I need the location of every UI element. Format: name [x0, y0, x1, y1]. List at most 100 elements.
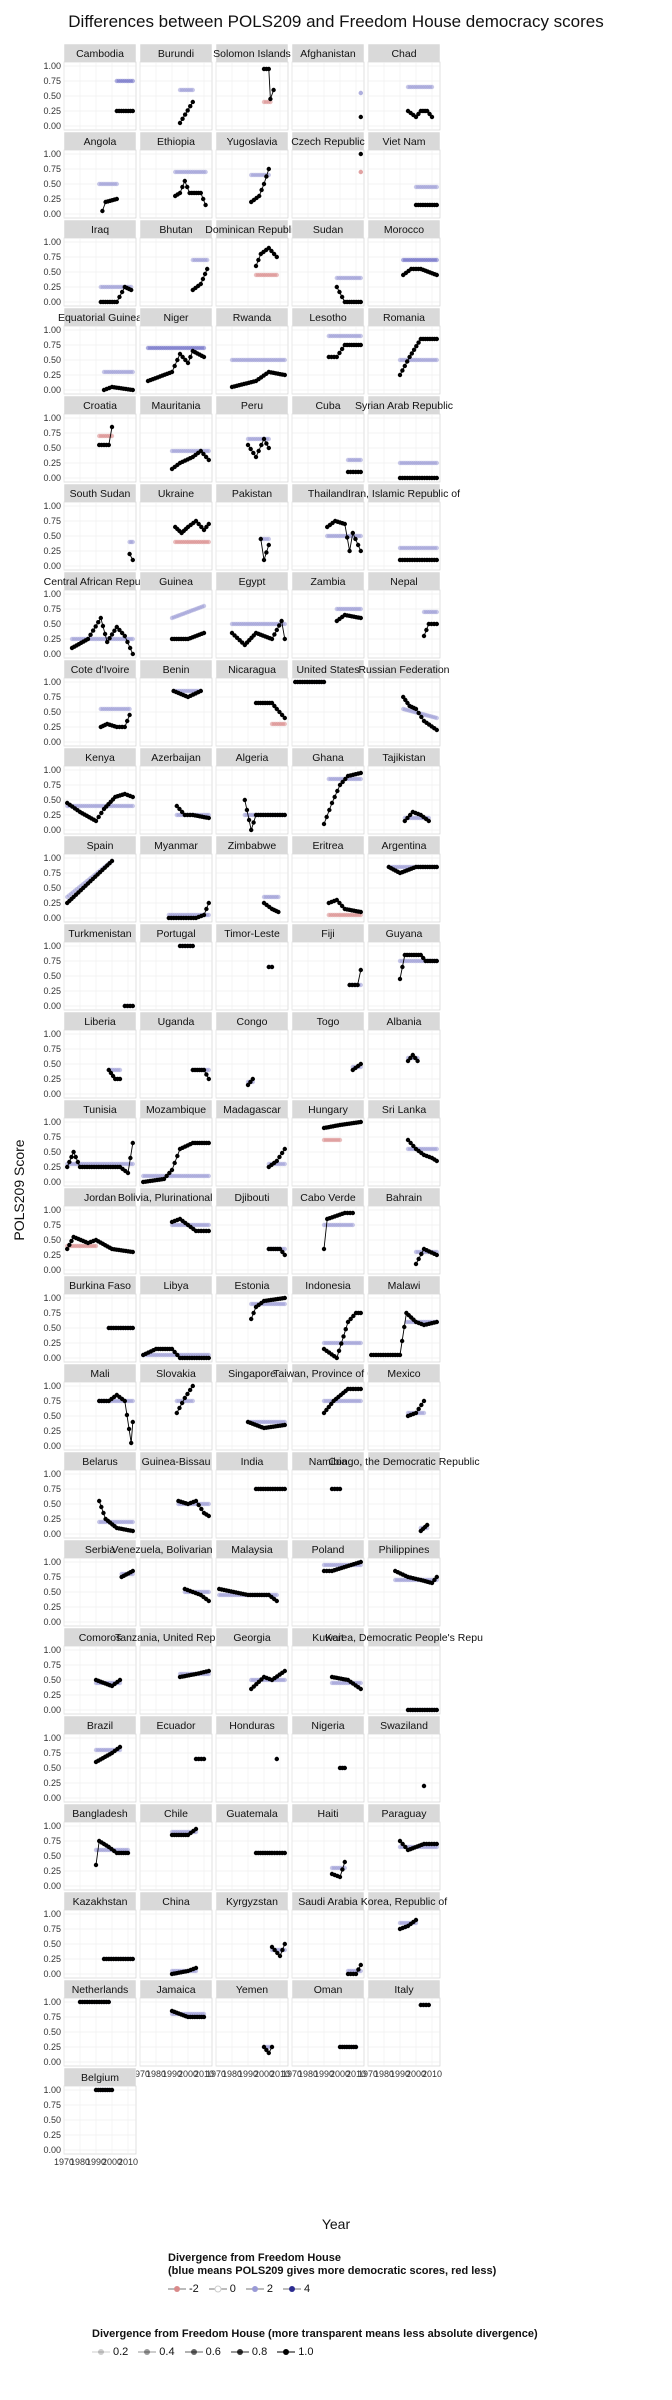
- y-tick-label: 1.00: [43, 1909, 61, 1919]
- y-tick-label: 0.00: [43, 737, 61, 747]
- panel: Libya: [139, 1275, 213, 1363]
- y-tick-label: 0.50: [43, 91, 61, 101]
- pols209-point: [358, 1310, 363, 1316]
- pols209-point: [96, 620, 101, 625]
- fh-point: [358, 533, 363, 539]
- panel: Netherlands 0.00 0.25 0.50 0.75 1.00: [43, 1979, 137, 2067]
- y-tick-label: 1.00: [43, 1645, 61, 1655]
- panel: Thailand: [291, 483, 365, 571]
- pols209-point: [117, 294, 122, 300]
- panel-title: Spain: [87, 840, 114, 852]
- panel: Swaziland: [367, 1715, 441, 1803]
- pols209-point: [201, 1756, 207, 1762]
- pols209-point: [196, 1502, 201, 1508]
- pols209-point: [416, 340, 421, 345]
- panel-title: Solomon Islands: [213, 48, 291, 60]
- pols209-point: [266, 166, 271, 172]
- pols209-point: [100, 623, 106, 629]
- pols209-point: [282, 1422, 287, 1428]
- panel-title: Azerbaijan: [151, 752, 201, 764]
- pols209-point: [269, 2044, 275, 2050]
- pols209-point: [206, 1598, 211, 1604]
- pols209-point: [282, 1668, 287, 1674]
- y-tick-label: 1.00: [43, 149, 61, 159]
- pols209-point: [182, 178, 187, 184]
- panel-title: Ghana: [312, 752, 344, 764]
- pols209-point: [109, 858, 115, 864]
- pols209-point: [358, 548, 363, 554]
- panel: Iran, Islamic Republic of: [348, 483, 460, 571]
- y-tick-label: 0.50: [43, 795, 61, 805]
- panel-title: Equatorial Guinea: [58, 312, 142, 324]
- pols209-point: [358, 967, 363, 973]
- pols209-point: [413, 1410, 419, 1416]
- pols209-point: [109, 632, 115, 637]
- pols209-point: [93, 818, 99, 824]
- panel: Chad: [367, 43, 441, 131]
- panel: Russian Federation: [358, 659, 450, 747]
- pols209-point: [164, 1173, 169, 1179]
- transparency-legend-label: 0.8: [251, 2346, 268, 2358]
- pols209-point: [419, 714, 424, 720]
- panel-title: Romania: [383, 312, 425, 324]
- y-tick-label: 1.00: [43, 61, 61, 71]
- panel-title: Egypt: [239, 576, 266, 588]
- pols209-point: [258, 536, 263, 542]
- y-tick-label: 1.00: [43, 501, 61, 511]
- panel: Yugoslavia: [215, 131, 289, 219]
- panel: Kyrgyzstan: [215, 1891, 289, 1979]
- fh-point: [206, 912, 211, 918]
- y-tick-label: 0.75: [43, 2012, 61, 2022]
- panel-title: Indonesia: [305, 1280, 351, 1292]
- pols209-point: [408, 1055, 413, 1061]
- pols209-point: [405, 1137, 411, 1143]
- pols209-point: [122, 724, 128, 730]
- pols209-point: [358, 342, 363, 348]
- panel-title: Honduras: [229, 1720, 275, 1732]
- pols209-point: [266, 2050, 271, 2056]
- panel-title: India: [241, 1456, 264, 1468]
- fh-point: [130, 1398, 135, 1404]
- pols209-point: [180, 184, 185, 190]
- pols209-point: [434, 864, 439, 870]
- y-tick-label: 0.25: [43, 546, 61, 556]
- panel: Argentina: [367, 835, 441, 923]
- fh-point: [130, 78, 135, 84]
- y-tick-label: 0.75: [43, 2100, 61, 2110]
- pols209-point: [206, 457, 211, 463]
- fh-point: [350, 1222, 355, 1228]
- pols209-point: [117, 1076, 123, 1082]
- pols209-point: [274, 1598, 279, 1604]
- pols209-point: [421, 633, 427, 639]
- pols209-point: [190, 99, 195, 105]
- pols209-point: [251, 1310, 256, 1316]
- panel-title: Kazakhstan: [73, 1896, 128, 1908]
- pols209-point: [130, 794, 135, 800]
- panel-title: Syrian Arab Republic: [355, 400, 453, 412]
- fh-point: [358, 1398, 363, 1404]
- y-tick-label: 0.25: [43, 1690, 61, 1700]
- panel: Burkina Faso 0.00 0.25 0.50 0.75 1.00: [43, 1275, 137, 1363]
- panel-title: Central African Republic: [44, 576, 157, 588]
- pols209-point: [206, 1076, 211, 1082]
- pols209-point: [358, 151, 363, 157]
- pols209-point: [124, 1412, 130, 1418]
- pols209-point: [434, 272, 439, 278]
- fh-point: [130, 1519, 135, 1525]
- color-legend-item: 4: [283, 2282, 310, 2296]
- panel-title: Ethiopia: [157, 136, 195, 148]
- pols209-point: [337, 1874, 343, 1880]
- panel: Iraq 0.00 0.25 0.50 0.75 1.00: [43, 219, 137, 307]
- pols209-point: [96, 814, 101, 820]
- pols209-point: [130, 1003, 135, 1009]
- pols209-point: [337, 782, 343, 788]
- pols209-point: [358, 1559, 363, 1565]
- color-legend-item: -2: [168, 2282, 199, 2296]
- panel-title: Ukraine: [158, 488, 194, 500]
- pols209-point: [246, 817, 252, 823]
- pols209-point: [345, 1319, 351, 1325]
- y-tick-label: 0.50: [43, 883, 61, 893]
- pols209-point: [282, 715, 287, 721]
